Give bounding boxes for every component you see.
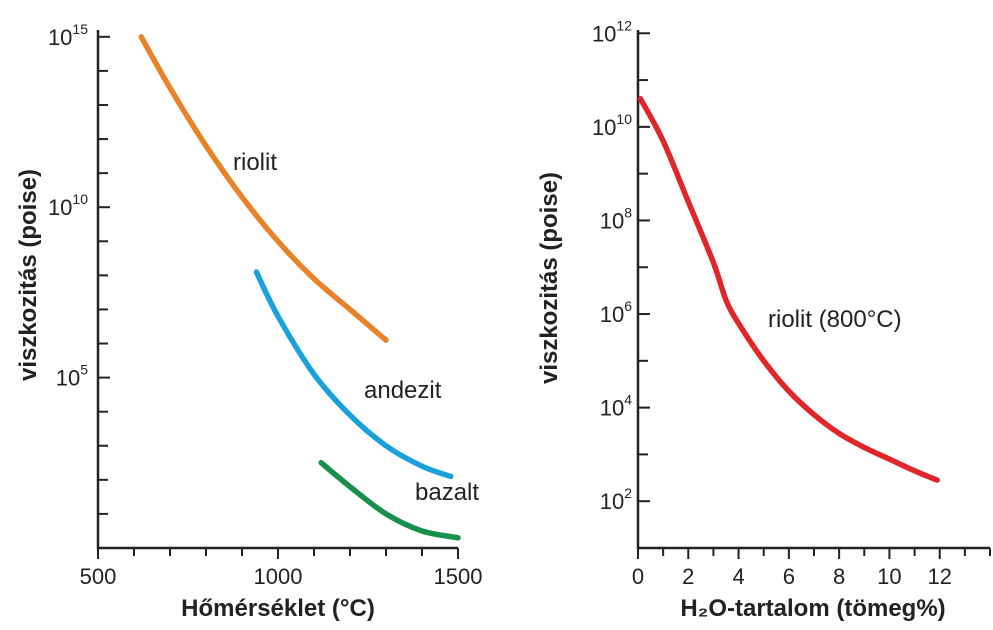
x-tick-label: 4: [732, 564, 744, 589]
series-line-bazalt: [318, 460, 461, 541]
series-line-andezit: [253, 269, 454, 480]
right-chart-y-tick-labels: 102 104 106 108 1010 1012: [592, 17, 632, 514]
x-tick-label: 6: [783, 564, 795, 589]
series-label: riolit: [233, 149, 277, 176]
x-tick-label: 0: [632, 564, 644, 589]
y-tick-label: 1010: [592, 111, 632, 140]
y-tick-label: 1015: [48, 21, 88, 50]
right-y-axis-title: viszkozitás (poise): [536, 172, 563, 384]
left-x-axis-title: Hőmérséklet (°C): [181, 595, 375, 622]
x-tick-label: 1500: [434, 564, 483, 589]
left-chart-x-tick-labels: 500 1000 1500: [80, 564, 483, 589]
x-tick-label: 1000: [254, 564, 303, 589]
series-label: bazalt: [415, 479, 479, 506]
series-line-riolit: [138, 34, 389, 343]
left-chart-y-tick-labels: 105 1010 1015: [48, 21, 88, 391]
right-chart-series: [637, 96, 940, 483]
right-chart-ticks: [637, 32, 991, 559]
x-tick-label: 12: [927, 564, 951, 589]
y-tick-label: 105: [56, 362, 88, 391]
y-tick-label: 108: [600, 204, 632, 233]
right-x-axis-title: H₂O-tartalom (tömeg%): [680, 595, 945, 622]
right-chart-axes: [636, 30, 990, 550]
y-tick-label: 1010: [48, 191, 88, 220]
y-tick-label: 104: [600, 392, 632, 421]
series-line-riolit: [637, 96, 940, 483]
x-tick-label: 10: [877, 564, 901, 589]
temperature-viscosity-chart: 500 1000 1500 105 1010 1015 riolit andezit baz…: [15, 21, 482, 622]
left-chart-series: [138, 34, 461, 541]
y-tick-label: 106: [600, 298, 632, 327]
right-chart-series-labels: riolit (800°C): [768, 306, 902, 333]
series-label: andezit: [364, 377, 442, 404]
series-label: riolit (800°C): [768, 306, 902, 333]
x-tick-label: 8: [833, 564, 845, 589]
left-chart-ticks: [97, 35, 459, 559]
x-tick-label: 2: [682, 564, 694, 589]
left-chart-axes: [96, 30, 458, 550]
left-chart-series-labels: riolit andezit bazalt: [233, 149, 479, 506]
left-y-axis-title: viszkozitás (poise): [15, 169, 42, 381]
y-tick-label: 102: [600, 485, 632, 514]
right-chart-x-tick-labels: 0 2 4 6 8 10 12: [632, 564, 952, 589]
x-tick-label: 500: [80, 564, 117, 589]
y-tick-label: 1012: [592, 17, 632, 46]
